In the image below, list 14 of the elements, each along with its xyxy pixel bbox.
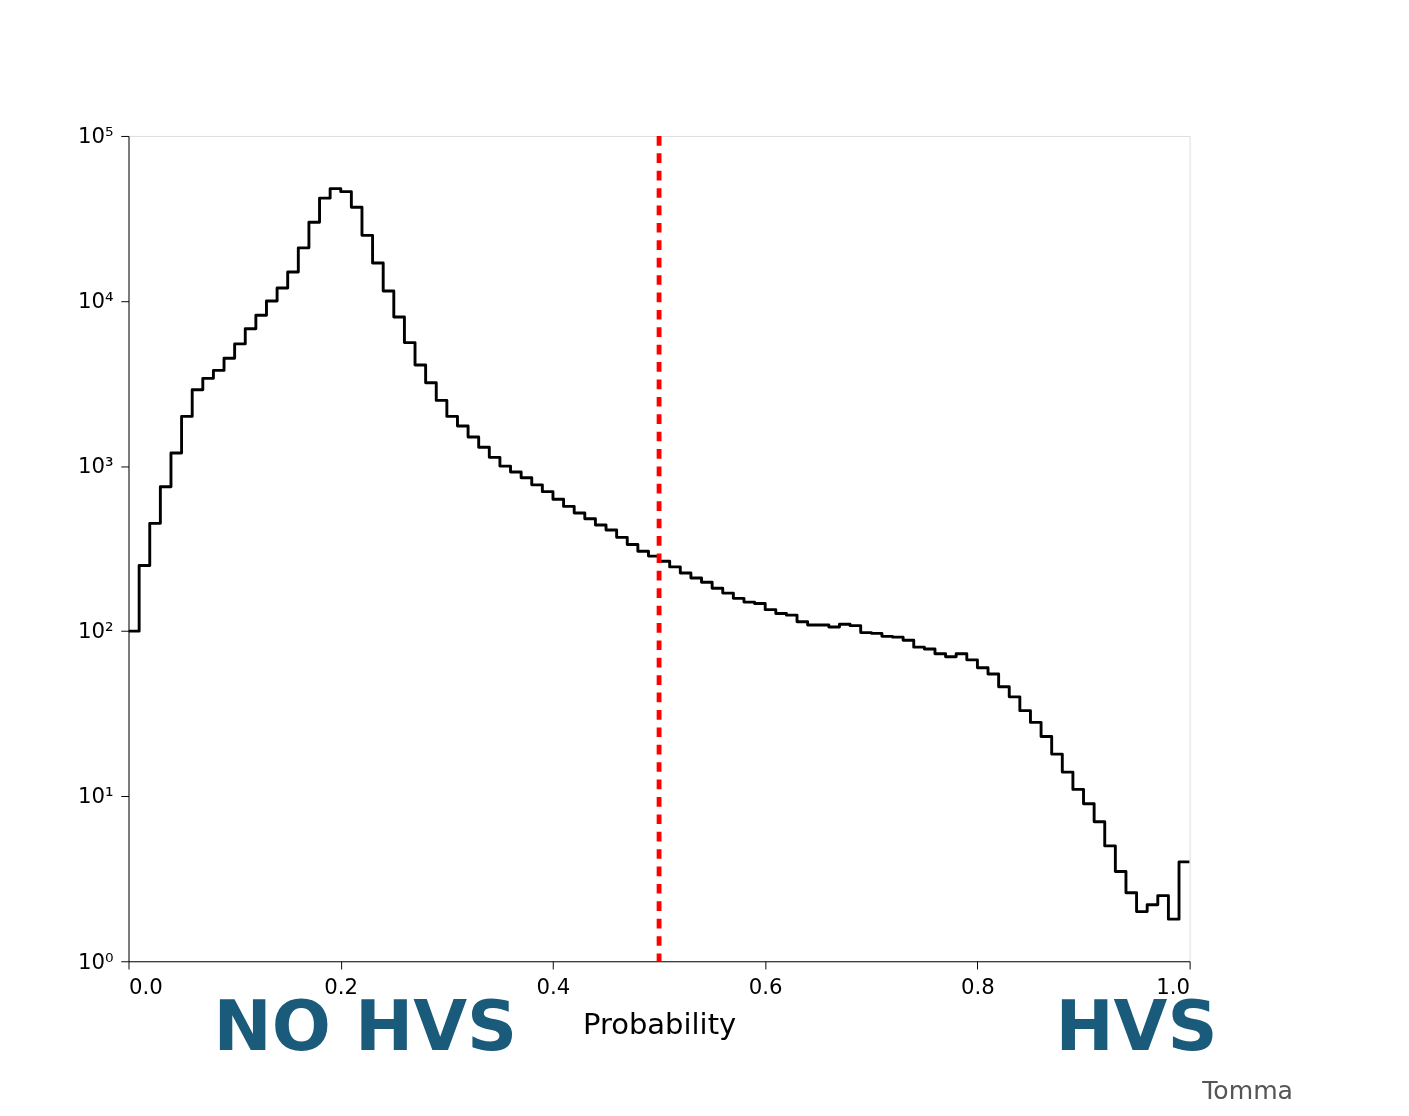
x-tick-label: 0.2 [324, 973, 359, 999]
y-tick-label: 10² [77, 618, 114, 644]
x-tick-label: 0.0 [129, 973, 163, 999]
y-tick-label: 10⁵ [77, 123, 114, 149]
x-tick-label: 0.6 [748, 973, 783, 999]
x-tick-label: 0.8 [960, 973, 995, 999]
y-tick-label: 10³ [77, 453, 114, 479]
y-tick-label: 10¹ [77, 783, 114, 809]
x-tick-label: 0.4 [536, 973, 571, 999]
x-tick-label: 1.0 [1156, 973, 1191, 999]
y-tick-label: 10⁴ [77, 288, 114, 314]
y-tick-label: 10⁰ [77, 948, 114, 974]
text: Tomma [1201, 1076, 1293, 1106]
x-axis-title: Probability [582, 1007, 737, 1042]
